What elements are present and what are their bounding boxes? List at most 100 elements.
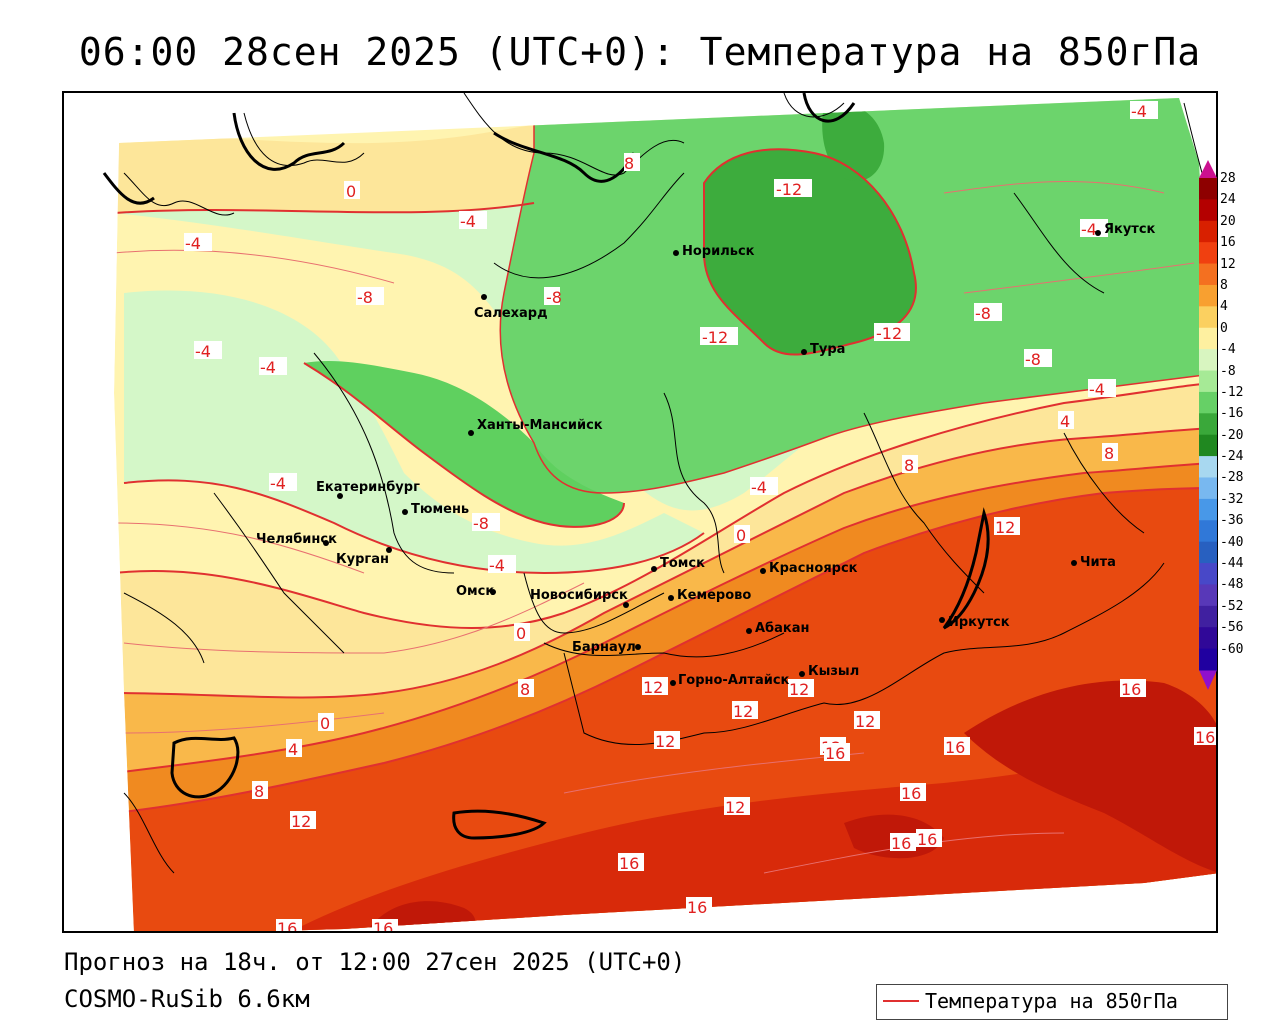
- colorbar-cell: [1199, 327, 1217, 350]
- isotherm-label: 16: [277, 919, 297, 933]
- colorbar-cell: [1199, 349, 1217, 372]
- colorbar-bottom-arrow: [1199, 670, 1217, 690]
- colorbar-swatches: [1199, 160, 1217, 690]
- map-canvas: 8 0 -4 -4 -8 -8 -12 -12 -12 -8 -8 -4 -4 …: [64, 93, 1216, 933]
- colorbar-cell: [1199, 477, 1217, 500]
- isotherm-label: 4: [288, 740, 298, 759]
- isotherm-label: -4: [1089, 380, 1105, 399]
- isotherm-label: 12: [643, 678, 663, 697]
- colorbar-cell: [1199, 498, 1217, 521]
- colorbar-label: -4: [1220, 342, 1236, 358]
- colorbar-cell: [1199, 563, 1217, 585]
- city-label: Омск: [456, 584, 494, 599]
- colorbar-cell: [1199, 456, 1217, 478]
- colorbar-label: -52: [1220, 598, 1244, 614]
- legend-label: Температура на 850гПа: [925, 989, 1178, 1013]
- colorbar-label: 16: [1220, 235, 1236, 251]
- colorbar-cell: [1199, 178, 1217, 200]
- isotherm-label: 0: [320, 714, 330, 733]
- colorbar-cell: [1199, 605, 1217, 628]
- isotherm-label: 12: [789, 680, 809, 699]
- colorbar-label: 20: [1220, 213, 1236, 229]
- isotherm-label: 12: [655, 732, 675, 751]
- city-label: Кызыл: [808, 664, 859, 679]
- isotherm-label: 16: [1195, 728, 1215, 747]
- city-label: Иркутск: [948, 615, 1010, 630]
- isotherm-label: -8: [975, 304, 991, 323]
- colorbar-label: 24: [1220, 192, 1236, 208]
- isotherm-label: 8: [904, 456, 914, 475]
- colorbar-label: -40: [1220, 534, 1244, 550]
- colorbar-cell: [1199, 391, 1217, 414]
- colorbar-cell: [1199, 284, 1217, 307]
- colorbar-label: 4: [1220, 299, 1228, 315]
- isotherm-label: -4: [460, 212, 476, 231]
- city-label: Тура: [810, 342, 845, 357]
- isotherm-label: 12: [855, 712, 875, 731]
- isotherm-label: -12: [776, 180, 802, 199]
- city-label: Тюмень: [411, 502, 469, 517]
- city-label: Салехард: [474, 306, 548, 321]
- temperature-fill: [114, 98, 1216, 931]
- isotherm-label: -4: [1131, 102, 1147, 121]
- colorbar-cell: [1199, 541, 1217, 564]
- isotherm-label: 16: [945, 738, 965, 757]
- colorbar-label: 12: [1220, 256, 1236, 272]
- cities: Норильск Салехард Якутск Тура Ханты-Манс…: [256, 222, 1156, 688]
- isotherm-label: 8: [520, 680, 530, 699]
- colorbar-cell: [1199, 370, 1217, 393]
- colorbar-cell: [1199, 263, 1217, 286]
- isotherm-label: 16: [917, 830, 937, 849]
- colorbar-cell: [1199, 242, 1217, 265]
- isotherm-lines: [114, 98, 1216, 814]
- colorbar-label: -24: [1220, 449, 1244, 465]
- colorbar-cell: [1199, 199, 1217, 222]
- colorbar-top-arrow: [1199, 160, 1217, 178]
- forecast-info: Прогноз на 18ч. от 12:00 27сен 2025 (UTC…: [64, 948, 686, 976]
- city-label: Барнаул: [572, 640, 636, 655]
- isotherm-labels: 8 0 -4 -4 -8 -8 -12 -12 -12 -8 -8 -4 -4 …: [184, 101, 1216, 933]
- city-label: Норильск: [682, 244, 755, 259]
- colorbar-label: 8: [1220, 277, 1228, 293]
- isotherm-label: 8: [624, 154, 634, 173]
- isotherm-label: 8: [254, 782, 264, 801]
- isotherm-label: 4: [1060, 412, 1070, 431]
- city-label: Якутск: [1104, 222, 1156, 237]
- isotherm-label: 16: [373, 919, 393, 933]
- city-label: Новосибирск: [530, 588, 628, 603]
- legend-line-swatch: [883, 1000, 919, 1002]
- isotherm-label: 0: [516, 624, 526, 643]
- colorbar-cell: [1199, 648, 1217, 671]
- city-label: Кемерово: [677, 588, 751, 603]
- isotherm-label: -4: [270, 474, 286, 493]
- isotherm-label: -12: [876, 324, 902, 343]
- isotherm-label: -12: [702, 328, 728, 347]
- colorbar-label: -32: [1220, 491, 1244, 507]
- city-label: Курган: [336, 552, 389, 567]
- colorbar-cell: [1199, 520, 1217, 543]
- colorbar-cell: [1199, 306, 1217, 329]
- colorbar-cell: [1199, 627, 1217, 650]
- city-label: Челябинск: [256, 532, 337, 547]
- isotherm-label: 0: [736, 526, 746, 545]
- isotherm-label: -4: [489, 556, 505, 575]
- colorbar: 28 24 20 16 12 8 4 0 -4 -8 -12 -16 -20 -24 -28 -32 -36 -4…: [1198, 160, 1280, 690]
- isotherm-label: 12: [291, 812, 311, 831]
- isotherm-label: 16: [1121, 680, 1141, 699]
- colorbar-label: -36: [1220, 513, 1244, 529]
- city-label: Чита: [1080, 555, 1116, 570]
- isotherm-label: 16: [891, 834, 911, 853]
- colorbar-label: -60: [1220, 641, 1244, 657]
- model-name: COSMO-RuSib 6.6км: [64, 985, 310, 1013]
- isotherm-label: 16: [687, 898, 707, 917]
- colorbar-label: -44: [1220, 556, 1244, 572]
- colorbar-label: -28: [1220, 470, 1244, 486]
- colorbar-label: 0: [1220, 320, 1228, 336]
- colorbar-label: -56: [1220, 620, 1244, 636]
- isotherm-label: 8: [1104, 444, 1114, 463]
- isotherm-label: -4: [185, 234, 201, 253]
- isotherm-label: -4: [751, 478, 767, 497]
- city-label: Ханты-Мансийск: [477, 418, 603, 433]
- colorbar-label: -48: [1220, 577, 1244, 593]
- colorbar-label: -16: [1220, 406, 1244, 422]
